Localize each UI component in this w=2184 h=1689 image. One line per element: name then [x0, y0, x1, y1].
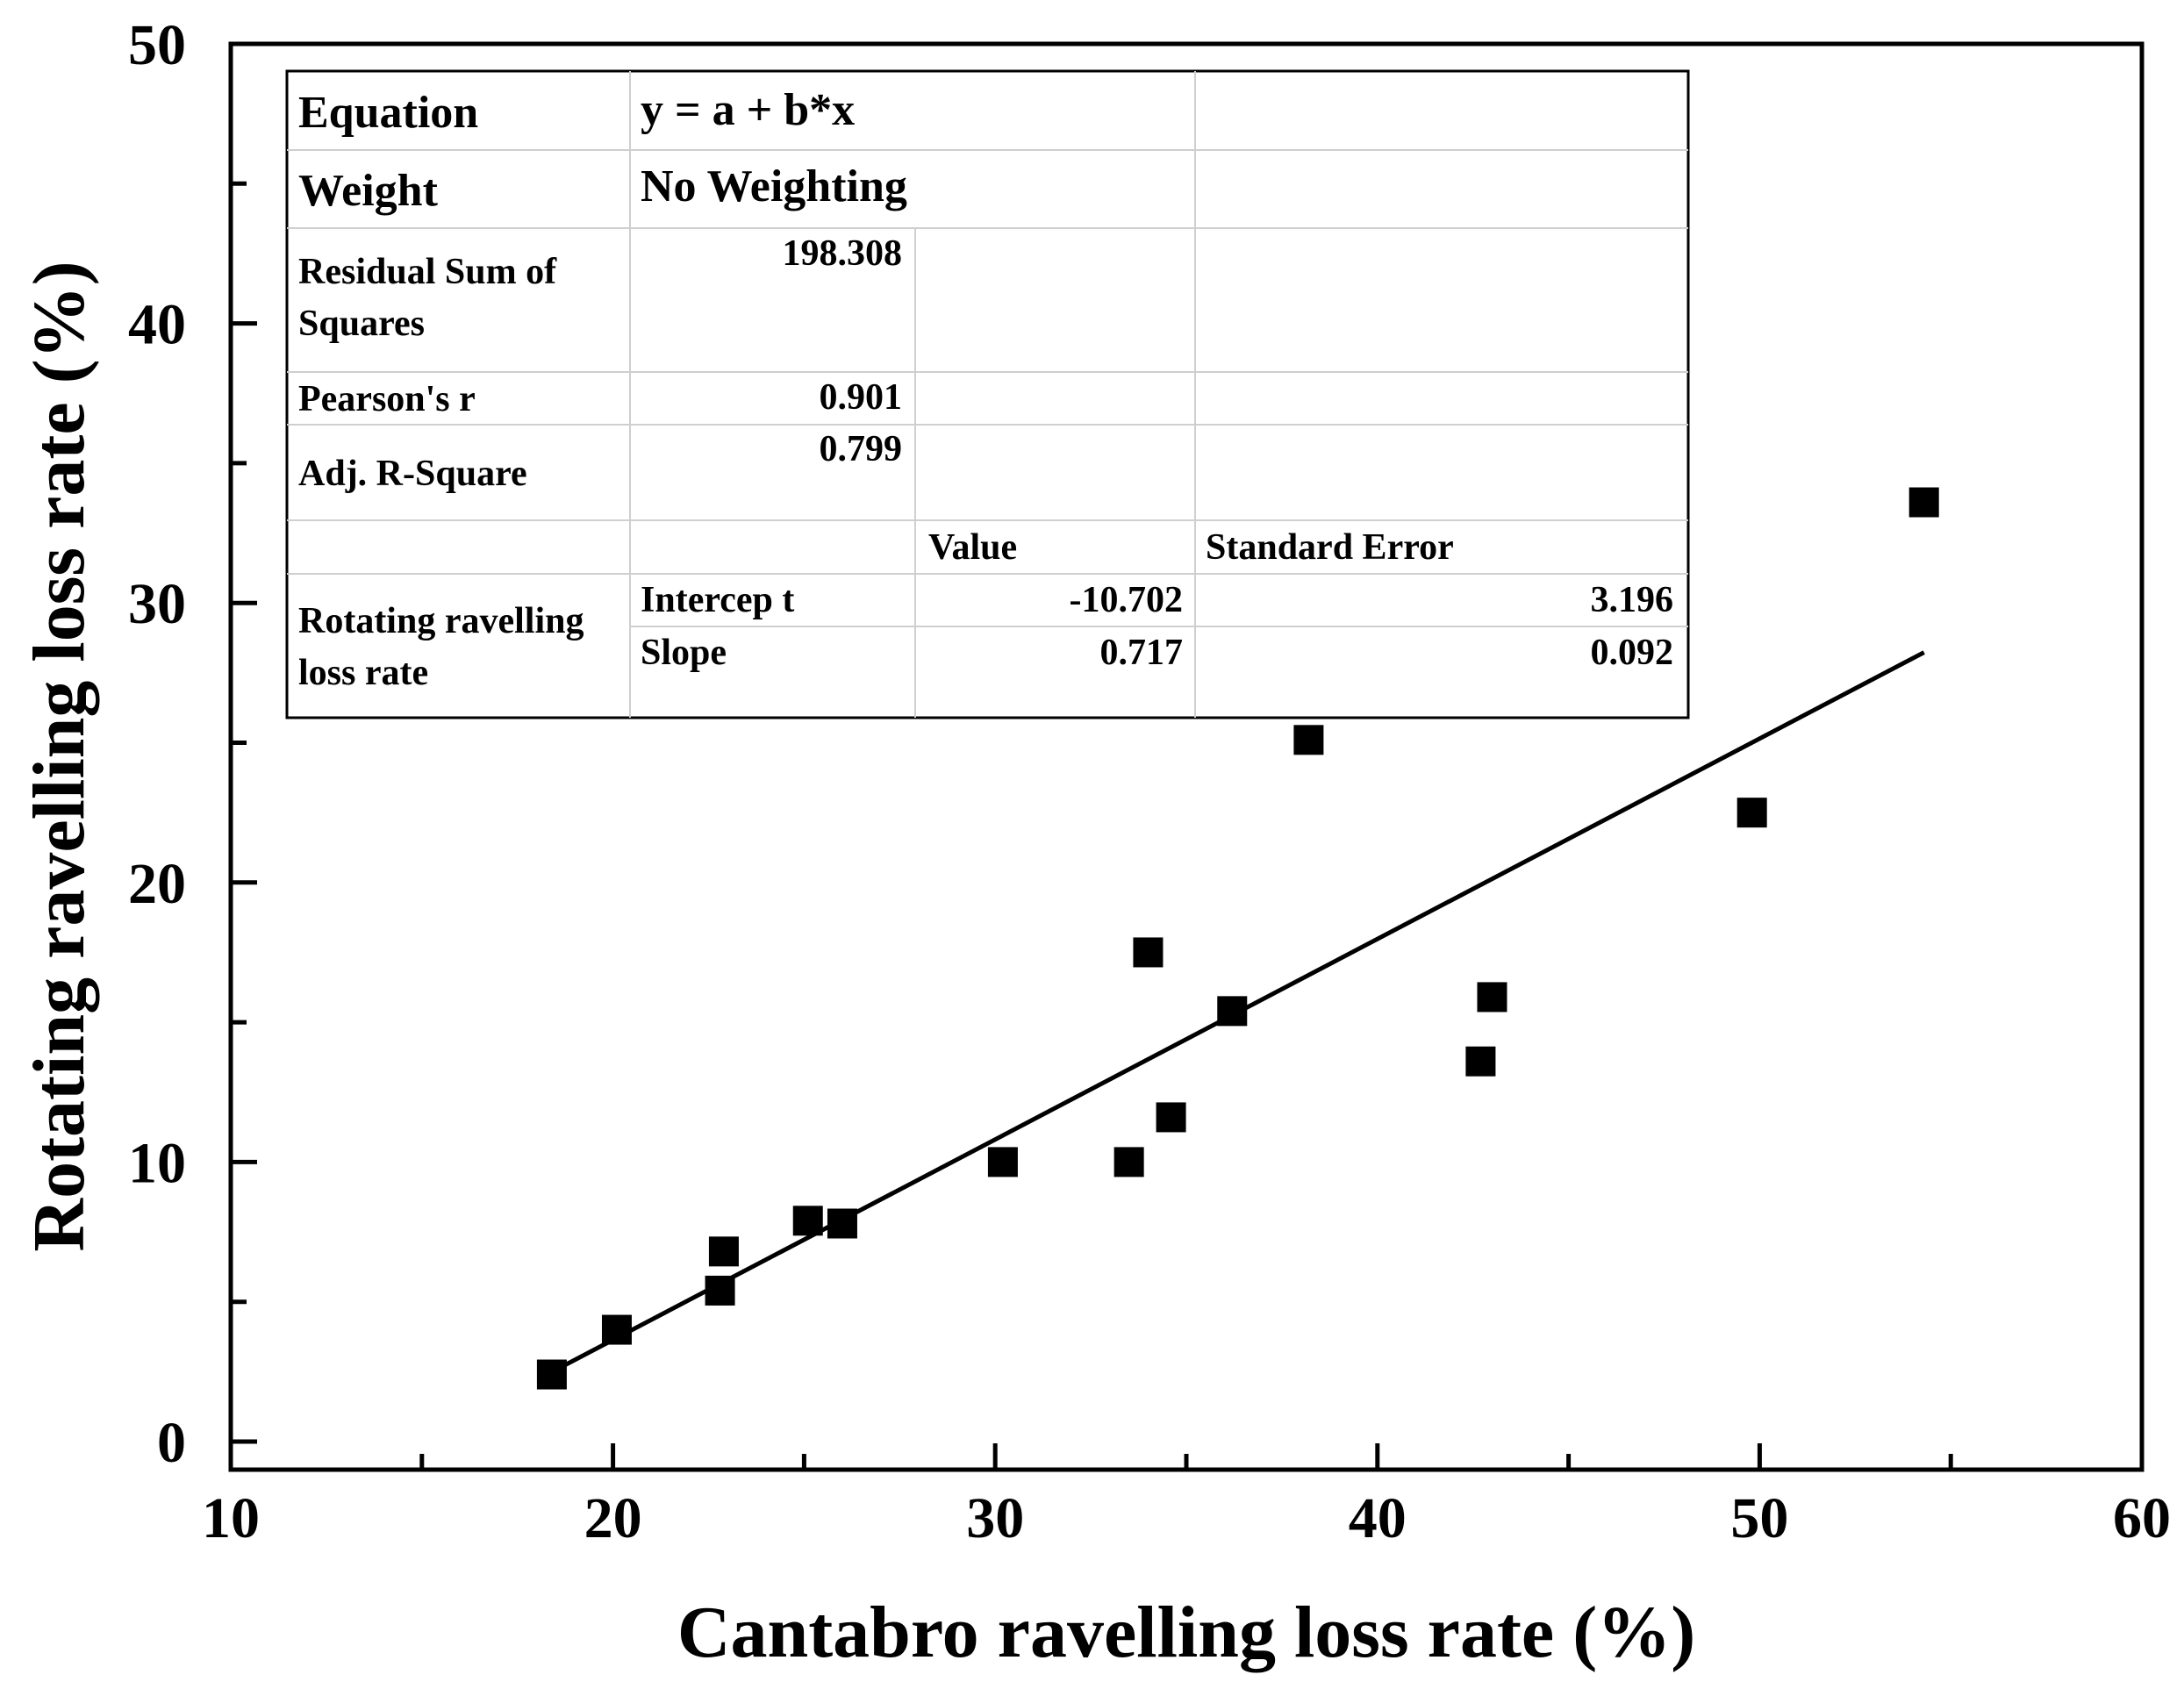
- x-tick-label: 30: [966, 1486, 1024, 1550]
- data-point: [536, 1359, 567, 1390]
- y-tick-label: 30: [128, 572, 186, 636]
- value-header: Value: [928, 527, 1017, 568]
- y-tick-label: 40: [128, 293, 186, 357]
- x-axis-title: Cantabro ravelling loss rate (%): [677, 1592, 1695, 1673]
- y-tick-label: 50: [128, 13, 186, 77]
- parameter-group-label: Rotating ravelling: [298, 601, 584, 641]
- pearson-value: 0.901: [820, 377, 903, 418]
- equation-label: Equation: [298, 88, 478, 138]
- weight-value: No Weighting: [641, 161, 907, 211]
- y-axis-ticks: [231, 41, 257, 1444]
- stats-table-border: [285, 69, 1690, 719]
- y-tick-label: 10: [128, 1131, 186, 1195]
- data-point: [1477, 982, 1507, 1013]
- y-axis-tick-labels: 0 10 20 30 40 50: [128, 13, 186, 1475]
- x-tick-label: 10: [202, 1486, 260, 1550]
- data-point: [827, 1208, 857, 1239]
- equation-value: y = a + b*x: [641, 85, 855, 135]
- data-point: [792, 1206, 823, 1236]
- pearson-label: Pearson's r: [298, 379, 476, 419]
- data-point: [1736, 798, 1767, 828]
- standard-error-header: Standard Error: [1206, 527, 1454, 568]
- rss-label: Squares: [298, 304, 425, 344]
- data-point: [705, 1275, 735, 1306]
- slope-label: Slope: [641, 633, 727, 673]
- parameter-group-label: loss rate: [298, 653, 428, 693]
- weight-label: Weight: [298, 166, 439, 216]
- x-tick-label: 40: [1349, 1486, 1407, 1550]
- data-point: [1113, 1147, 1144, 1177]
- intercept-label: Intercep t: [641, 580, 794, 620]
- data-points: [536, 487, 1939, 1390]
- data-point: [601, 1314, 632, 1345]
- slope-standard-error: 0.092: [1591, 633, 1674, 673]
- slope-value: 0.717: [1100, 633, 1184, 673]
- stats-table: Equation y = a + b*x Weight No Weighting…: [285, 69, 1690, 719]
- data-point: [1217, 996, 1248, 1027]
- intercept-value: -10.702: [1070, 580, 1184, 620]
- adj-r-square-label: Adj. R-Square: [298, 454, 527, 494]
- y-tick-label: 0: [157, 1411, 186, 1475]
- y-axis-title: Rotating ravelling loss rate (%): [18, 261, 100, 1251]
- x-axis-ticks: [228, 1443, 2145, 1470]
- x-axis-tick-labels: 10 20 30 40 50 60: [202, 1486, 2171, 1550]
- data-point: [708, 1236, 739, 1267]
- data-point: [1908, 487, 1939, 518]
- data-point: [1156, 1102, 1186, 1133]
- data-point: [987, 1147, 1018, 1177]
- intercept-standard-error: 3.196: [1591, 580, 1674, 620]
- rss-value: 198.308: [783, 233, 903, 274]
- x-tick-label: 20: [584, 1486, 642, 1550]
- data-point: [1293, 725, 1324, 755]
- x-tick-label: 60: [2113, 1486, 2171, 1550]
- data-point: [1465, 1046, 1496, 1077]
- data-point: [1133, 937, 1164, 968]
- rss-label: Residual Sum of: [298, 252, 557, 292]
- y-tick-label: 20: [128, 852, 186, 916]
- x-tick-label: 50: [1730, 1486, 1788, 1550]
- adj-r-square-value: 0.799: [820, 429, 903, 469]
